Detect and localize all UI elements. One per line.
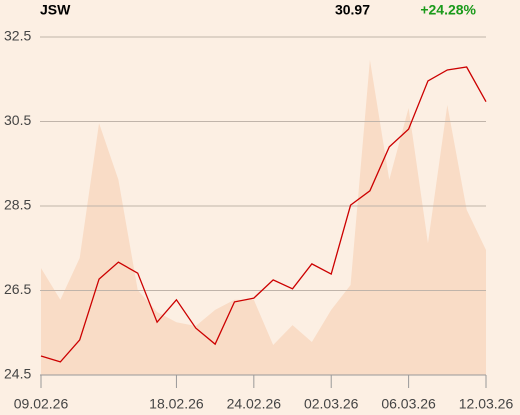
x-tick-label: 06.03.26 [381, 396, 436, 412]
x-tick-label: 18.02.26 [149, 396, 204, 412]
x-tick-label: 02.03.26 [304, 396, 359, 412]
change: +24.28% [420, 2, 476, 18]
y-tick-label: 32.5 [4, 28, 31, 44]
price: 30.97 [335, 2, 370, 18]
symbol: JSW [40, 2, 71, 18]
plot: 24.5 26.5 28.5 30.5 32.5 09.02.26 18.02.26 24.0… [4, 28, 513, 412]
x-tick-label: 09.02.26 [14, 396, 69, 412]
area [41, 59, 486, 375]
x-tick-label: 12.03.26 [459, 396, 514, 412]
line [40, 66, 487, 363]
x-tick-label: 24.02.26 [227, 396, 282, 412]
y-tick-label: 30.5 [4, 112, 31, 128]
y-tick-label: 24.5 [4, 366, 31, 382]
y-tick-label: 28.5 [4, 197, 31, 213]
y-tick-label: 26.5 [4, 281, 31, 297]
